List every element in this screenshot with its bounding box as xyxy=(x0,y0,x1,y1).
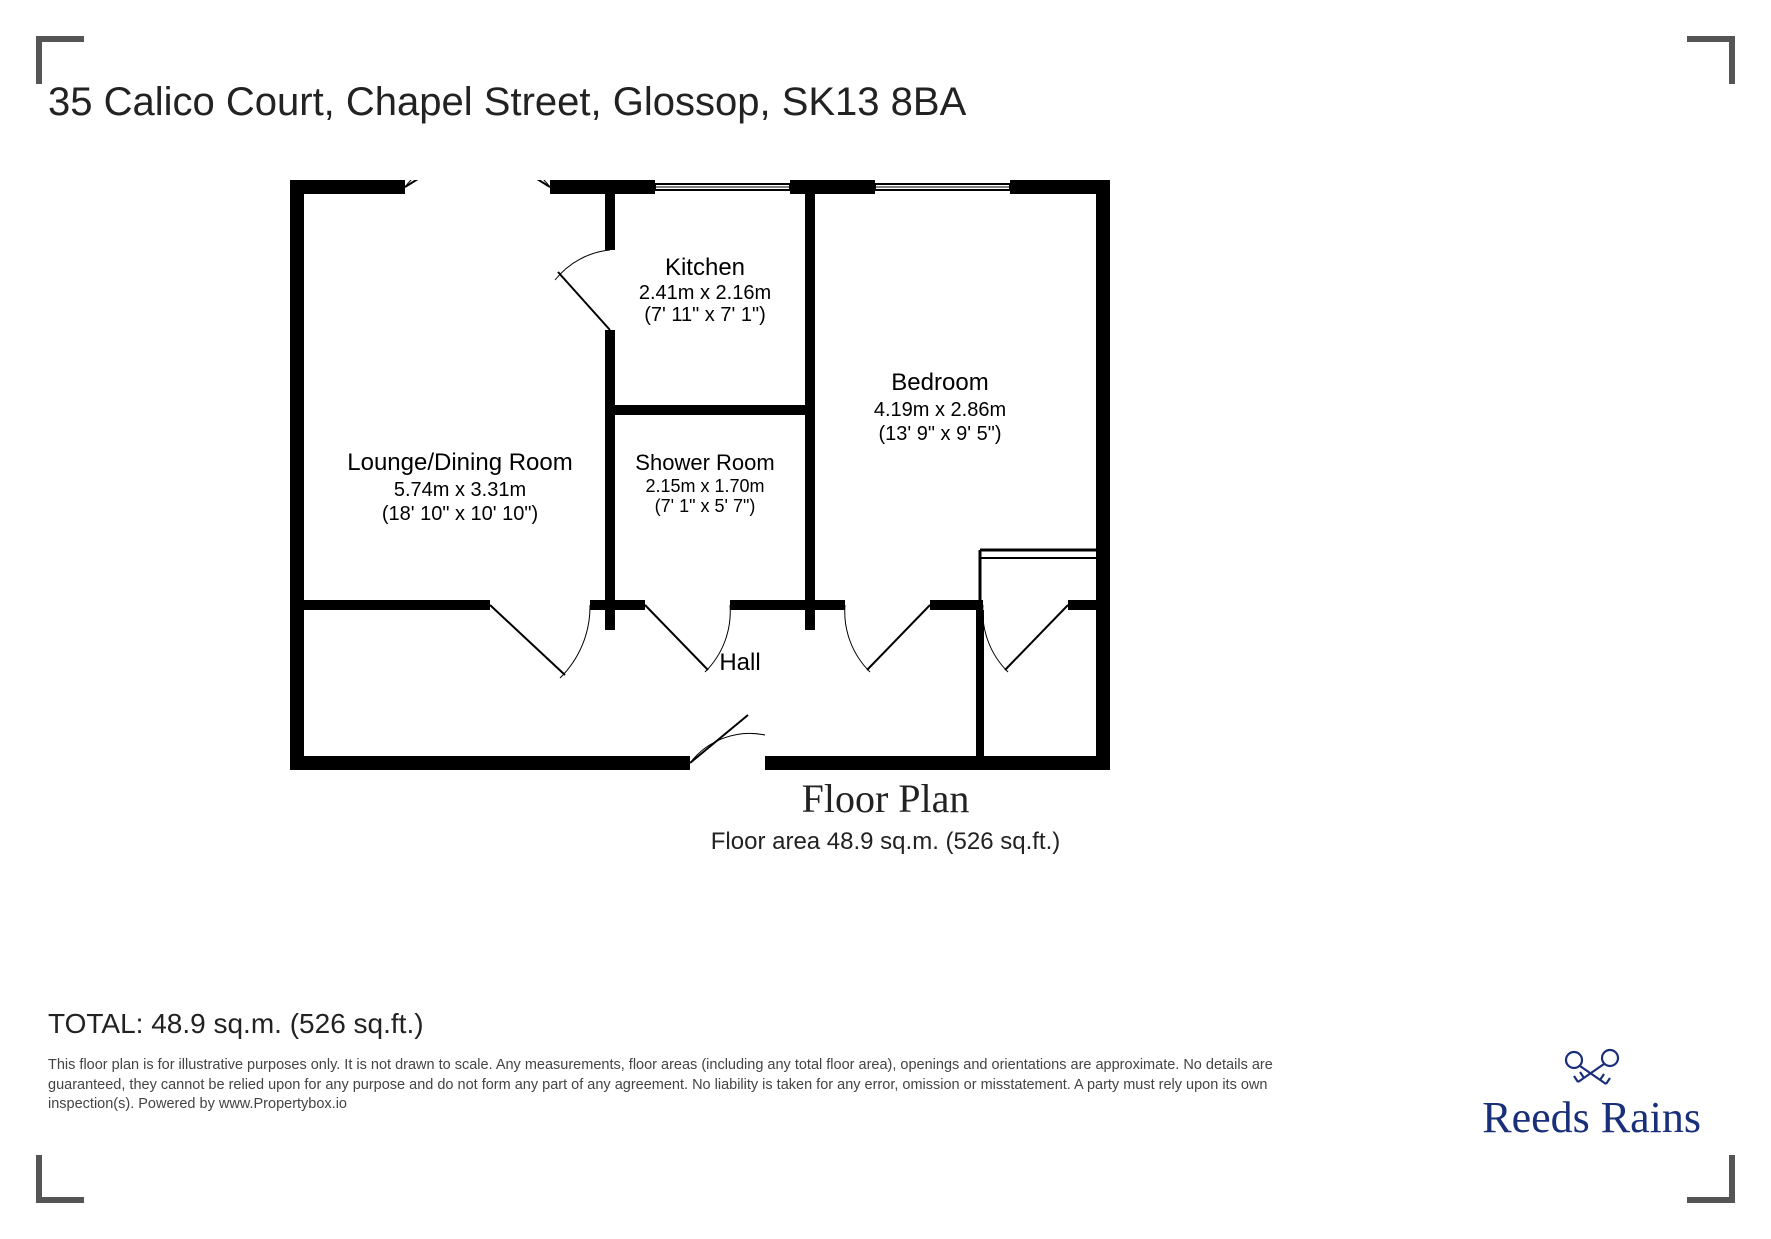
svg-text:Kitchen: Kitchen xyxy=(665,254,745,281)
floor-plan: Lounge/Dining Room 5.74m x 3.31m (18' 10… xyxy=(290,180,1110,770)
kitchen-label: Kitchen 2.41m x 2.16m (7' 11" x 7' 1") xyxy=(639,254,771,326)
property-address: 35 Calico Court, Chapel Street, Glossop,… xyxy=(48,80,966,125)
shower-label: Shower Room 2.15m x 1.70m (7' 1" x 5' 7"… xyxy=(635,450,774,516)
svg-text:2.41m x 2.16m: 2.41m x 2.16m xyxy=(639,282,771,304)
plan-title: Floor Plan xyxy=(0,775,1771,822)
svg-text:Lounge/Dining Room: Lounge/Dining Room xyxy=(347,449,572,476)
floor-plan-svg: Lounge/Dining Room 5.74m x 3.31m (18' 10… xyxy=(290,180,1110,770)
svg-text:(18' 10" x 10' 10"): (18' 10" x 10' 10") xyxy=(382,503,538,525)
svg-text:(7' 11" x 7' 1"): (7' 11" x 7' 1") xyxy=(644,304,766,326)
svg-text:Bedroom: Bedroom xyxy=(891,369,988,396)
bedroom-label: Bedroom 4.19m x 2.86m (13' 9" x 9' 5") xyxy=(874,369,1006,445)
crop-corner-tr xyxy=(1687,36,1735,84)
brand-logo: Reeds Rains xyxy=(1482,1048,1701,1143)
svg-text:4.19m x 2.86m: 4.19m x 2.86m xyxy=(874,399,1006,421)
svg-text:2.15m x 1.70m: 2.15m x 1.70m xyxy=(645,476,764,496)
svg-text:Shower Room: Shower Room xyxy=(635,450,774,475)
keys-icon xyxy=(1562,1048,1622,1088)
disclaimer-text: This floor plan is for illustrative purp… xyxy=(48,1056,1308,1115)
brand-name: Reeds Rains xyxy=(1482,1092,1701,1143)
lounge-label: Lounge/Dining Room 5.74m x 3.31m (18' 10… xyxy=(347,449,572,525)
svg-text:5.74m x 3.31m: 5.74m x 3.31m xyxy=(394,479,526,501)
hall-label: Hall xyxy=(719,649,760,676)
plan-area-line: Floor area 48.9 sq.m. (526 sq.ft.) xyxy=(0,828,1771,856)
svg-text:(13' 9" x 9' 5"): (13' 9" x 9' 5") xyxy=(879,423,1002,445)
svg-text:Hall: Hall xyxy=(719,649,760,676)
svg-text:(7' 1" x 5' 7"): (7' 1" x 5' 7") xyxy=(655,496,756,516)
total-area: TOTAL: 48.9 sq.m. (526 sq.ft.) xyxy=(48,1008,424,1040)
crop-corner-bl xyxy=(36,1155,84,1203)
crop-corner-tl xyxy=(36,36,84,84)
crop-corner-br xyxy=(1687,1155,1735,1203)
